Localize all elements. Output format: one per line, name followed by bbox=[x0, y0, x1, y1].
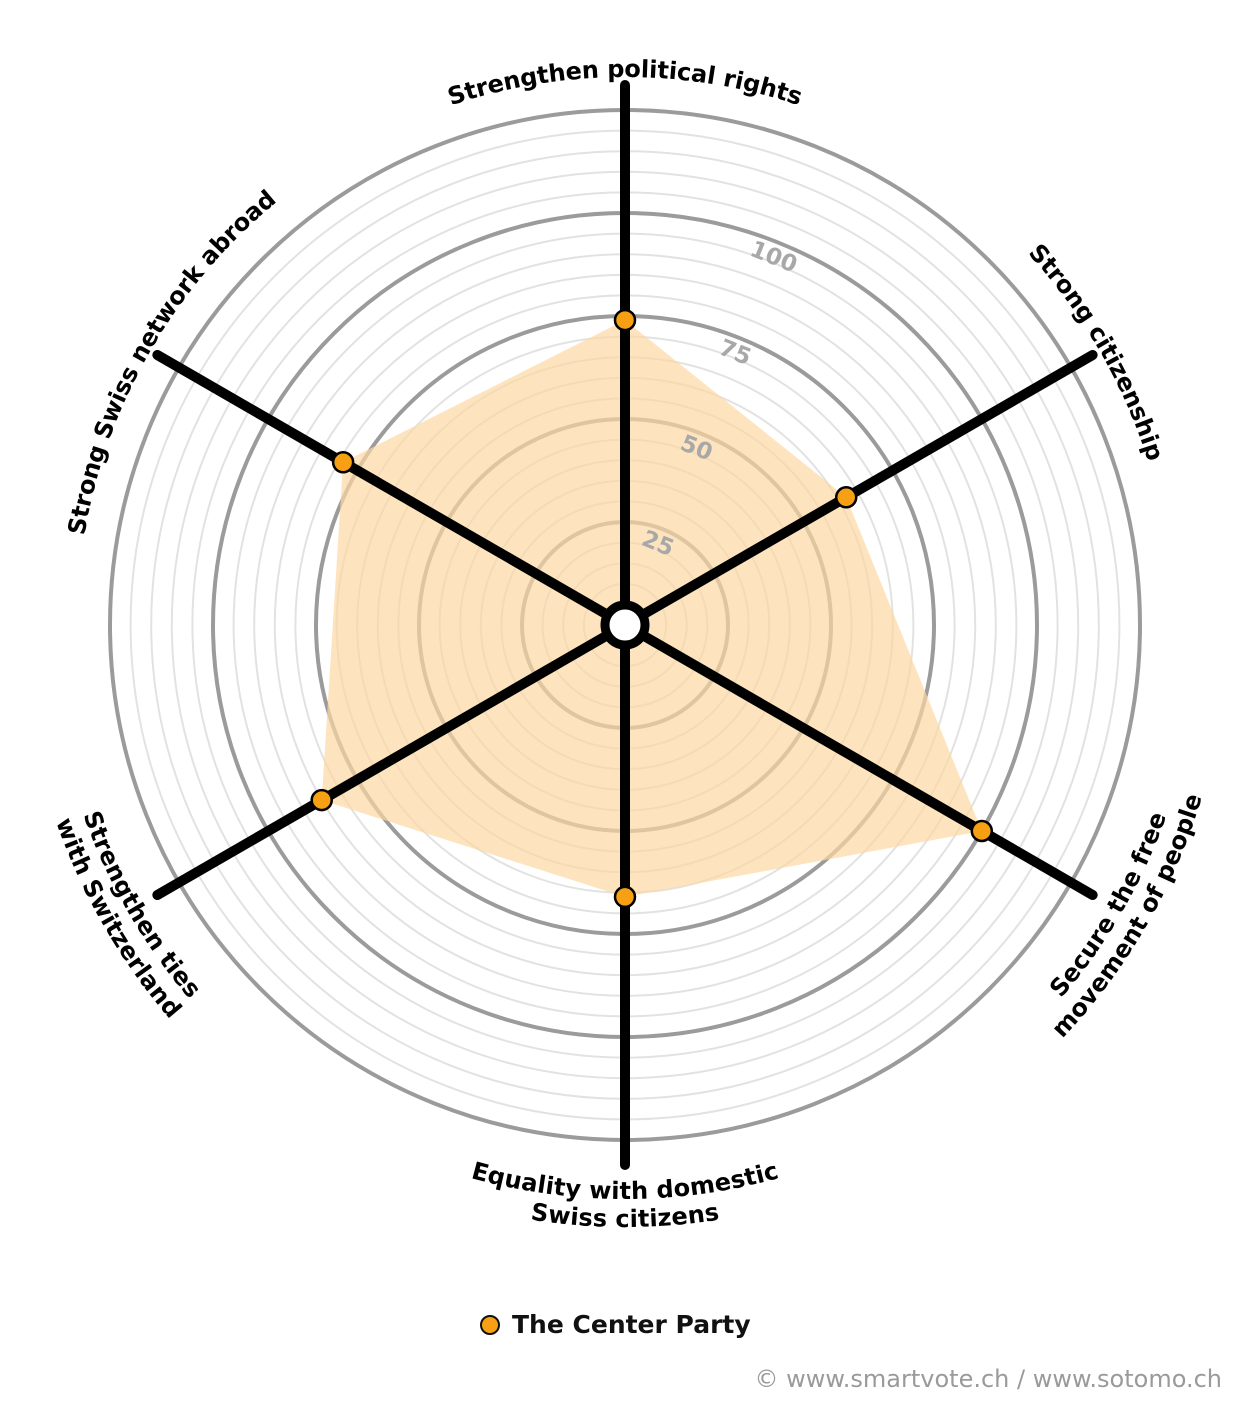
axis-line bbox=[620, 620, 1098, 900]
axis-line bbox=[620, 350, 1098, 630]
axis-label: movement of people bbox=[1046, 790, 1208, 1043]
data-point bbox=[310, 788, 333, 812]
data-point bbox=[834, 486, 858, 509]
data-point bbox=[613, 308, 637, 332]
data-points bbox=[310, 308, 994, 909]
axis-line bbox=[152, 350, 630, 630]
legend-label: The Center Party bbox=[512, 1310, 751, 1339]
legend-marker bbox=[480, 1314, 500, 1335]
data-point bbox=[331, 451, 355, 474]
data-point bbox=[970, 819, 994, 843]
tick-label: 100 bbox=[746, 236, 800, 278]
center-hub bbox=[600, 600, 650, 650]
data-point bbox=[613, 885, 637, 909]
axes bbox=[152, 80, 1098, 1170]
legend: The Center Party bbox=[480, 1310, 751, 1339]
axis-line bbox=[152, 620, 630, 900]
axis-label: Strong citizenship bbox=[1023, 239, 1169, 465]
credit-text: © www.smartvote.ch / www.sotomo.ch bbox=[754, 1365, 1222, 1393]
